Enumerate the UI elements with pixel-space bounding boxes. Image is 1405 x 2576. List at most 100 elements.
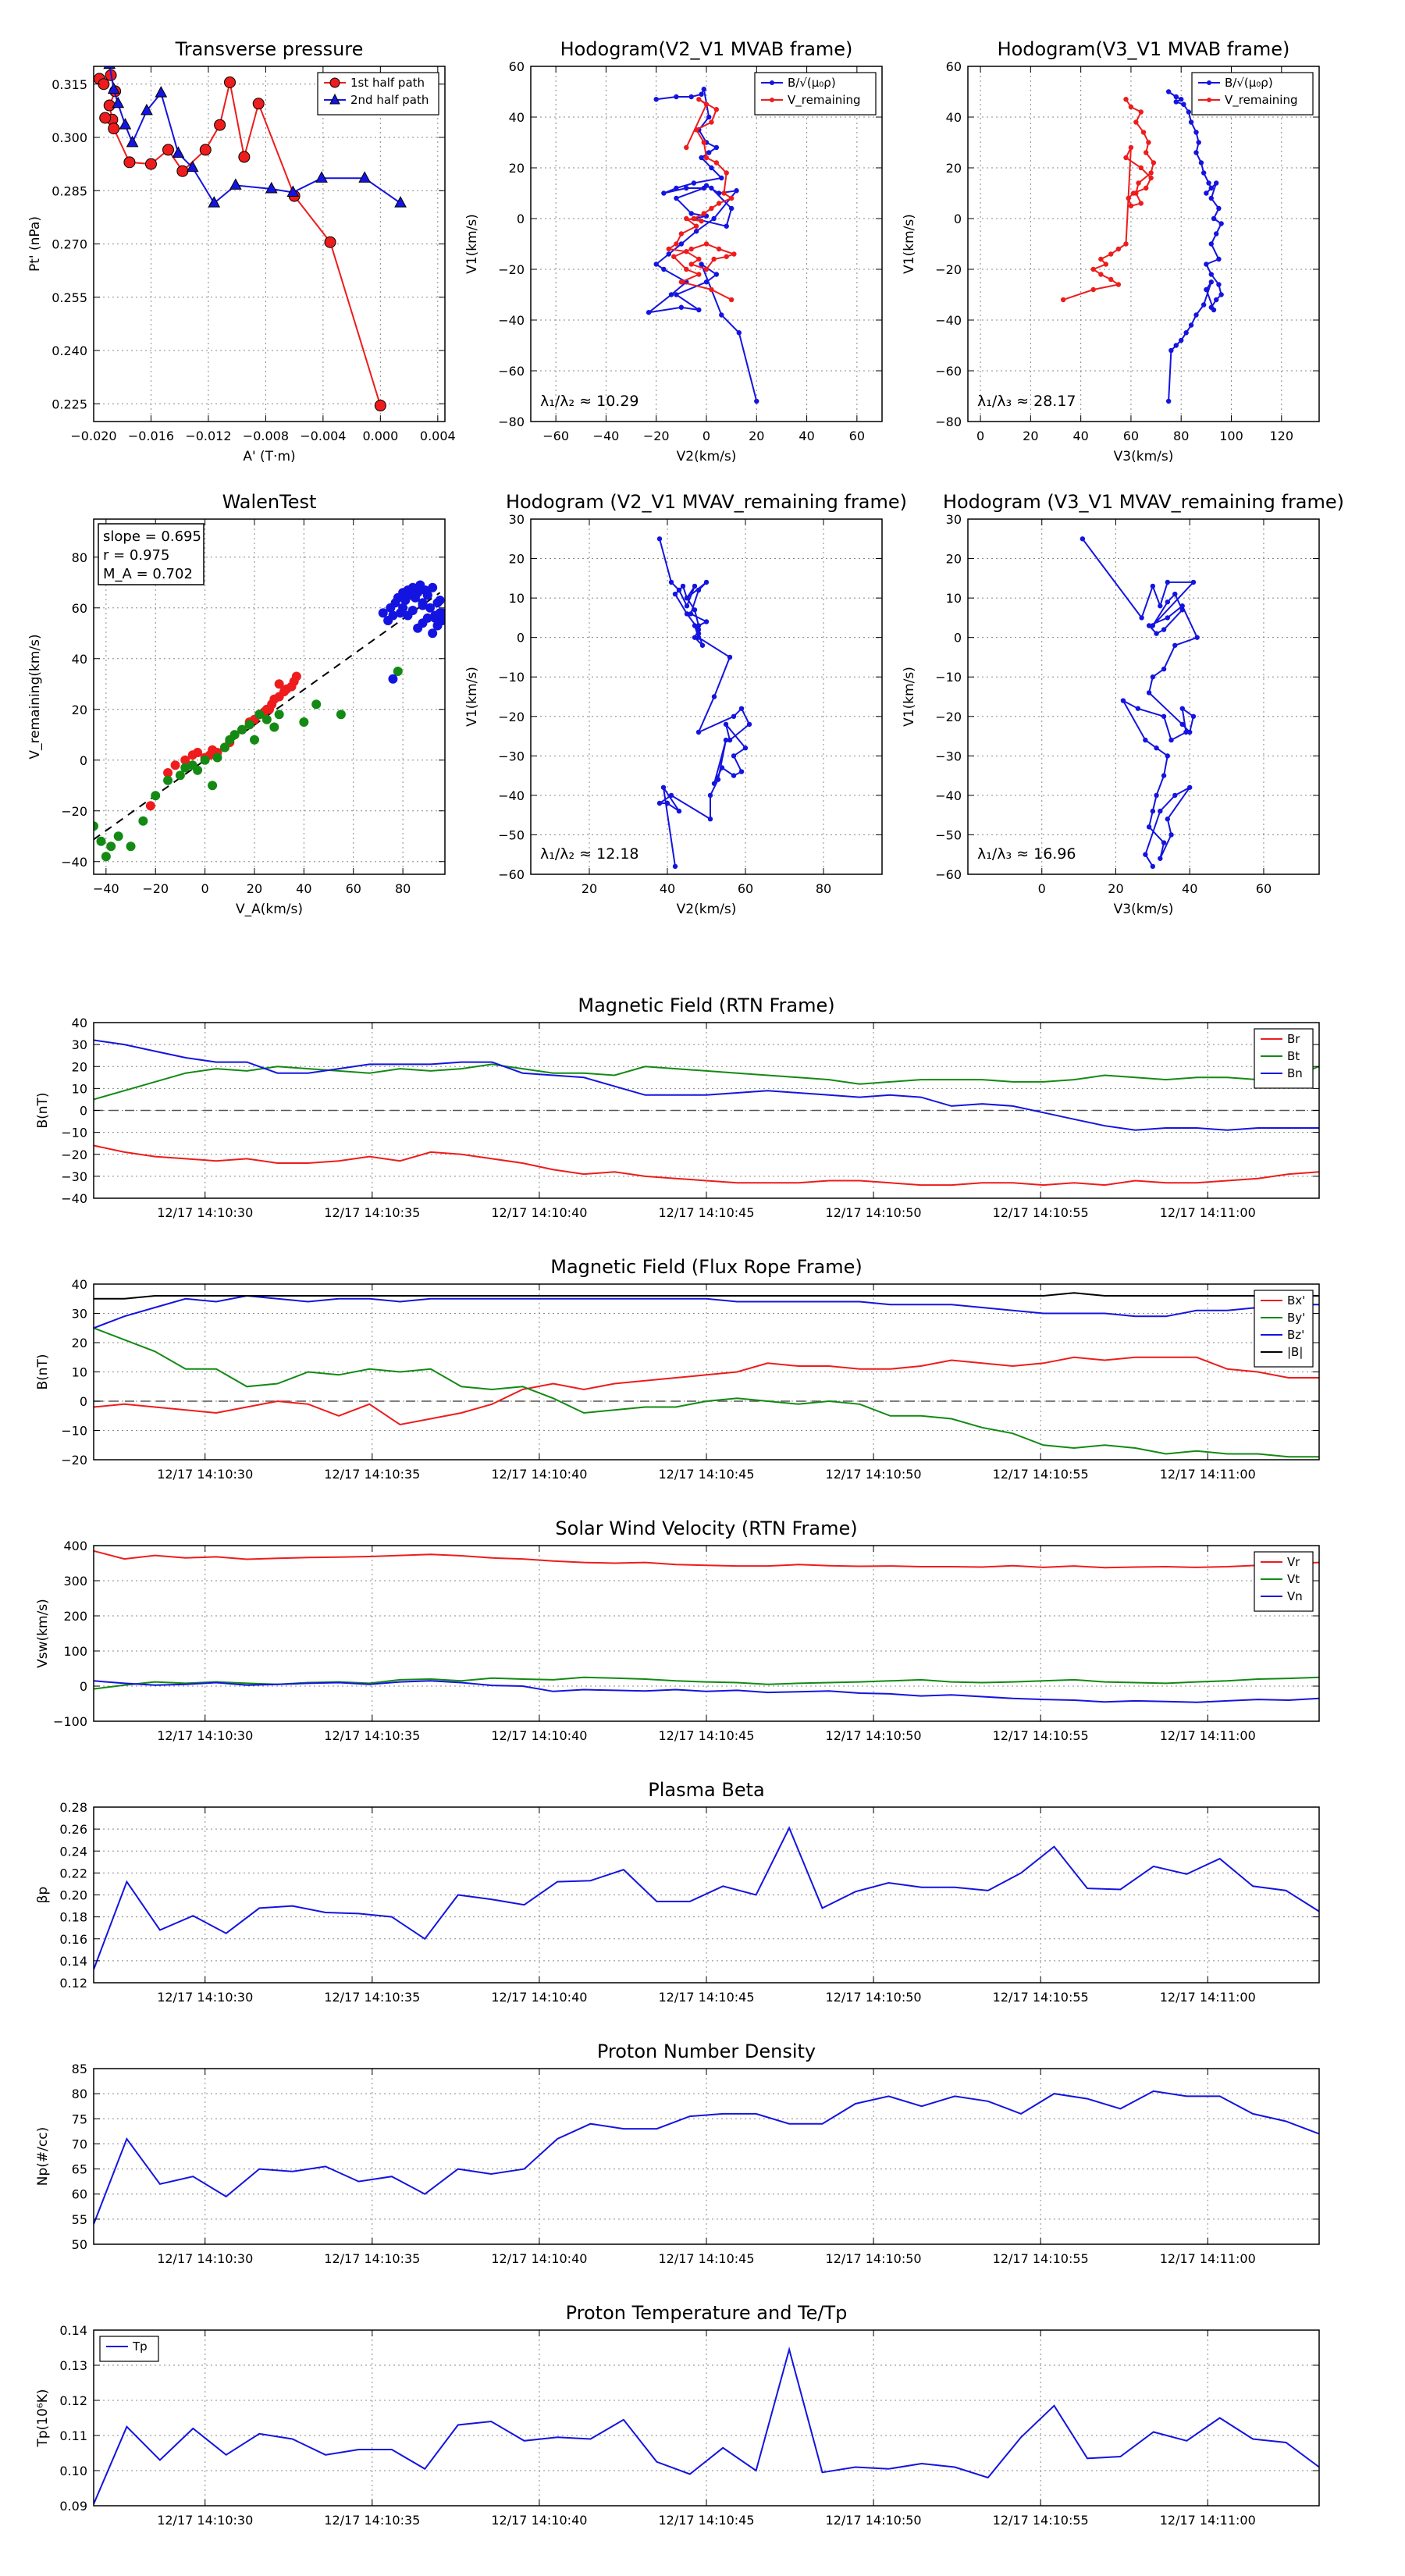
x-tick-label: 12/17 14:11:00 xyxy=(1160,2251,1256,2266)
y-tick-label: 0.20 xyxy=(59,1888,87,1903)
x-tick-label: 0 xyxy=(201,881,209,896)
data-point-1st-half-path xyxy=(162,144,175,156)
data-point-v xyxy=(1165,615,1170,621)
data-point-v-remaining xyxy=(1151,160,1157,165)
y-tick-label: −50 xyxy=(498,827,525,842)
data-point-v xyxy=(1146,824,1152,830)
scatter-point-blue xyxy=(407,606,418,615)
chart-title: Magnetic Field (RTN Frame) xyxy=(578,994,834,1016)
data-point-v xyxy=(727,654,733,660)
data-point-v xyxy=(676,808,682,814)
y-tick-label: −20 xyxy=(61,804,87,819)
data-point-v-remaining xyxy=(696,272,702,277)
data-point-b- xyxy=(706,150,712,155)
y-tick-label: −30 xyxy=(61,1169,87,1184)
data-point-v-remaining xyxy=(724,254,729,259)
y-tick-label: −30 xyxy=(498,749,525,763)
data-point-v-remaining xyxy=(666,246,671,252)
scatter-point-green xyxy=(163,775,173,785)
x-tick-label: 12/17 14:10:45 xyxy=(658,1205,754,1220)
series-line-np xyxy=(94,2090,1319,2225)
proton-temperature-chart: 12/17 14:10:30 12/17 14:10:35 12/17 14:10:… xyxy=(35,2302,1320,2528)
data-point-v xyxy=(1150,674,1156,680)
data-point-b- xyxy=(693,229,699,234)
data-point-v-remaining xyxy=(1108,276,1114,283)
y-tick-label: 0.270 xyxy=(52,237,87,252)
data-layer xyxy=(656,536,752,870)
y-tick-label: 30 xyxy=(72,1307,87,1322)
data-point-v xyxy=(1194,635,1200,640)
data-point-v xyxy=(1154,792,1159,799)
scatter-point-green xyxy=(336,710,346,720)
hodogram-v3-v1-mvav-chart: 0 20 40 60 −60 −50 −40 −30 −20 −10 0 10 20 30Hodogram… xyxy=(902,491,1344,917)
data-point-2nd-half-path xyxy=(186,160,199,173)
legend-marker xyxy=(329,77,340,88)
x-tick-label: 80 xyxy=(1173,429,1189,443)
data-layer xyxy=(94,1039,1319,1187)
series-line-2nd-half-path xyxy=(108,66,401,205)
x-tick-label: 40 xyxy=(1072,429,1088,443)
data-point-b- xyxy=(1173,343,1179,348)
data-point-v xyxy=(1154,745,1159,751)
data-point-b- xyxy=(1200,302,1207,308)
data-point-v xyxy=(692,583,698,589)
x-tick-label: 60 xyxy=(1256,881,1272,896)
data-point-v-remaining xyxy=(703,155,710,161)
legend-box xyxy=(1191,72,1314,116)
data-point-b- xyxy=(713,272,720,277)
legend-label: 1st half path xyxy=(350,76,425,90)
data-layer xyxy=(1060,89,1224,404)
y-tick-label: −10 xyxy=(935,670,962,685)
data-point-v xyxy=(695,623,702,628)
data-point-b- xyxy=(1206,180,1211,186)
y-tick-label: 10 xyxy=(946,591,962,606)
data-point-b- xyxy=(691,180,697,186)
data-point-2nd-half-path xyxy=(126,135,139,148)
data-point-v-remaining xyxy=(684,144,689,151)
y-tick-label: −80 xyxy=(498,415,525,429)
data-point-v xyxy=(680,583,686,589)
y-tick-label: 0 xyxy=(954,631,962,646)
data-point-b- xyxy=(703,183,710,188)
data-point-v-remaining xyxy=(701,211,706,216)
data-point-1st-half-path xyxy=(99,112,112,124)
y-tick-label: 30 xyxy=(946,512,962,527)
data-point-b- xyxy=(678,304,685,310)
y-tick-label: 400 xyxy=(63,1539,87,1553)
y-tick-label: 0 xyxy=(517,212,525,226)
scatter-point-red xyxy=(180,755,190,765)
y-tick-label: 40 xyxy=(946,110,962,125)
scatter-point-blue xyxy=(398,603,408,613)
data-point-b- xyxy=(1179,337,1184,343)
data-point-b- xyxy=(1193,150,1199,155)
data-point-b- xyxy=(1208,279,1214,285)
data-point-b- xyxy=(1165,398,1172,404)
y-tick-label: 20 xyxy=(946,161,962,176)
data-point-1st-half-path xyxy=(214,119,226,131)
data-point-b- xyxy=(1218,221,1224,226)
data-point-v xyxy=(656,536,663,542)
data-point-b- xyxy=(716,190,722,196)
scatter-point-green xyxy=(126,841,136,852)
data-point-2nd-half-path xyxy=(172,146,185,158)
data-point-v-remaining xyxy=(684,266,689,272)
y-tick-label: −20 xyxy=(935,710,962,724)
data-point-v-remaining xyxy=(1133,119,1139,125)
data-point-v-remaining xyxy=(1138,201,1144,206)
x-tick-label: 12/17 14:10:50 xyxy=(826,1990,922,2005)
data-point-b- xyxy=(724,223,729,229)
data-point-2nd-half-path xyxy=(265,181,278,194)
y-tick-label: −40 xyxy=(935,313,962,328)
x-tick-label: 0.000 xyxy=(362,429,398,443)
data-point-b- xyxy=(699,91,704,97)
data-point-v-remaining xyxy=(1123,241,1129,247)
stats-line: M_A = 0.702 xyxy=(103,566,193,582)
data-point-b- xyxy=(1216,282,1222,287)
data-point-v-remaining xyxy=(1128,144,1134,151)
y-tick-label: 85 xyxy=(72,2062,87,2076)
data-layer xyxy=(94,1292,1319,1458)
legend-label: B/√(μ₀ρ) xyxy=(1225,76,1273,90)
y-axis-label: V1(km/s) xyxy=(464,667,480,727)
x-tick-label: 60 xyxy=(849,429,865,443)
y-tick-label: 0.22 xyxy=(59,1866,87,1880)
